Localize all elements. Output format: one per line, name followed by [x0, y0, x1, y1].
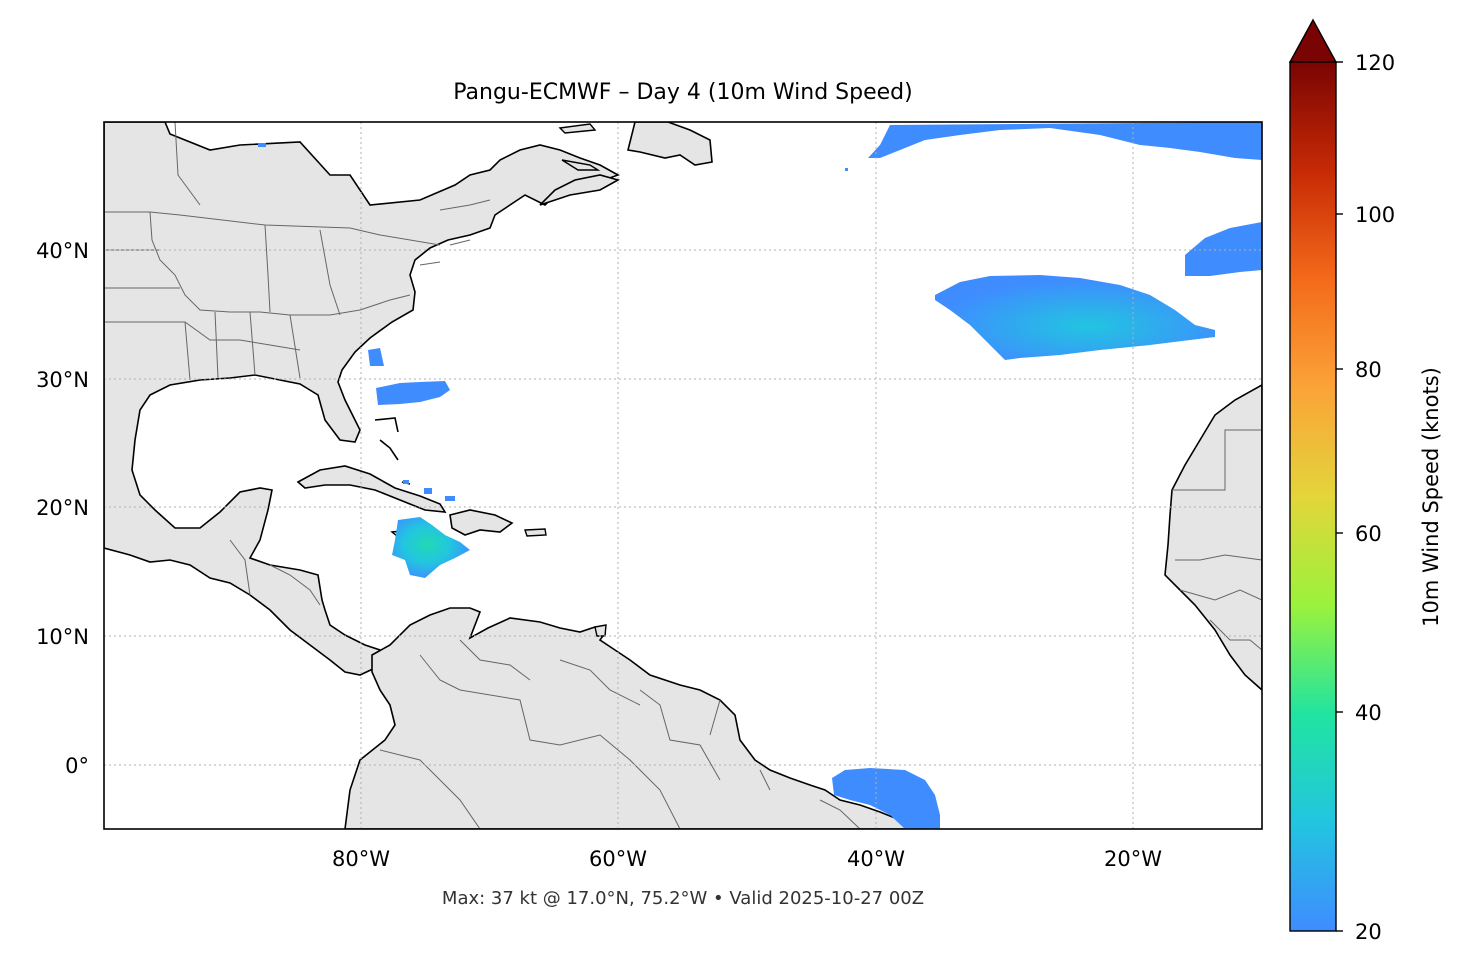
colorbar-tick-label: 60: [1355, 522, 1382, 546]
colorbar-label: 10m Wind Speed (knots): [1419, 367, 1443, 627]
colorbar-ticks: [1336, 61, 1343, 932]
trinidad-island: [594, 624, 607, 637]
map-frame: [103, 121, 1263, 830]
colorbar-tick-label: 120: [1355, 51, 1395, 75]
colorbar-tick-label: 40: [1355, 701, 1382, 725]
max-wind-annotation: Max: 37 kt @ 17.0°N, 75.2°W • Valid 2025…: [442, 888, 924, 909]
nova-scotia-land: [539, 174, 621, 206]
map-gridlines: [104, 122, 1262, 829]
colorbar-tick-labels: 20 40 60 80 100 120: [1355, 51, 1395, 944]
anticosti-island: [558, 123, 597, 134]
wind-patch-florida-coast: [368, 348, 384, 366]
wind-speck-3: [424, 488, 432, 494]
x-axis-labels: 80°W 60°W 40°W 20°W: [332, 847, 1162, 871]
wind-speck-5: [403, 480, 409, 484]
colorbar-tick-label: 20: [1355, 920, 1382, 944]
map-title: Pangu-ECMWF – Day 4 (10m Wind Speed): [453, 80, 912, 105]
colorbar-extend-arrow: [1288, 18, 1338, 63]
y-tick-label: 0°: [65, 754, 89, 778]
y-tick-label: 20°N: [36, 496, 89, 520]
wind-speed-field: [258, 122, 1262, 829]
pei-island: [561, 159, 601, 171]
colorbar-tick-label: 80: [1355, 358, 1382, 382]
africa-land: [1164, 384, 1262, 692]
x-tick-label: 40°W: [847, 847, 905, 871]
puerto-rico-island: [524, 528, 547, 537]
hispaniola-island: [449, 509, 514, 536]
y-tick-label: 10°N: [36, 625, 89, 649]
colorbar: 20 40 60 80 100 120 10m Wind Speed (knot…: [1288, 18, 1443, 944]
x-tick-label: 80°W: [332, 847, 390, 871]
wind-patch-equatorial: [832, 768, 940, 829]
map-panel: [104, 122, 1262, 829]
newfoundland-land: [627, 122, 713, 166]
cuba-island: [296, 465, 447, 513]
wind-patch-iberia: [1185, 222, 1262, 276]
y-axis-labels: 40°N 30°N 20°N 10°N 0°: [36, 239, 89, 778]
x-tick-label: 60°W: [589, 847, 647, 871]
wind-patch-caribbean: [392, 517, 470, 578]
wind-speck-1: [258, 143, 266, 147]
y-tick-label: 30°N: [36, 368, 89, 392]
wind-patch-north-atlantic: [868, 122, 1262, 160]
wind-patch-azores: [935, 275, 1215, 360]
x-tick-label: 20°W: [1104, 847, 1162, 871]
wind-speck-2: [845, 168, 848, 171]
political-borders: [104, 122, 1262, 829]
colorbar-gradient: [1289, 61, 1337, 932]
y-tick-label: 40°N: [36, 239, 89, 263]
wind-patch-bahamas: [376, 381, 450, 405]
colorbar-tick-label: 100: [1355, 203, 1395, 227]
wind-speck-4: [445, 496, 455, 501]
